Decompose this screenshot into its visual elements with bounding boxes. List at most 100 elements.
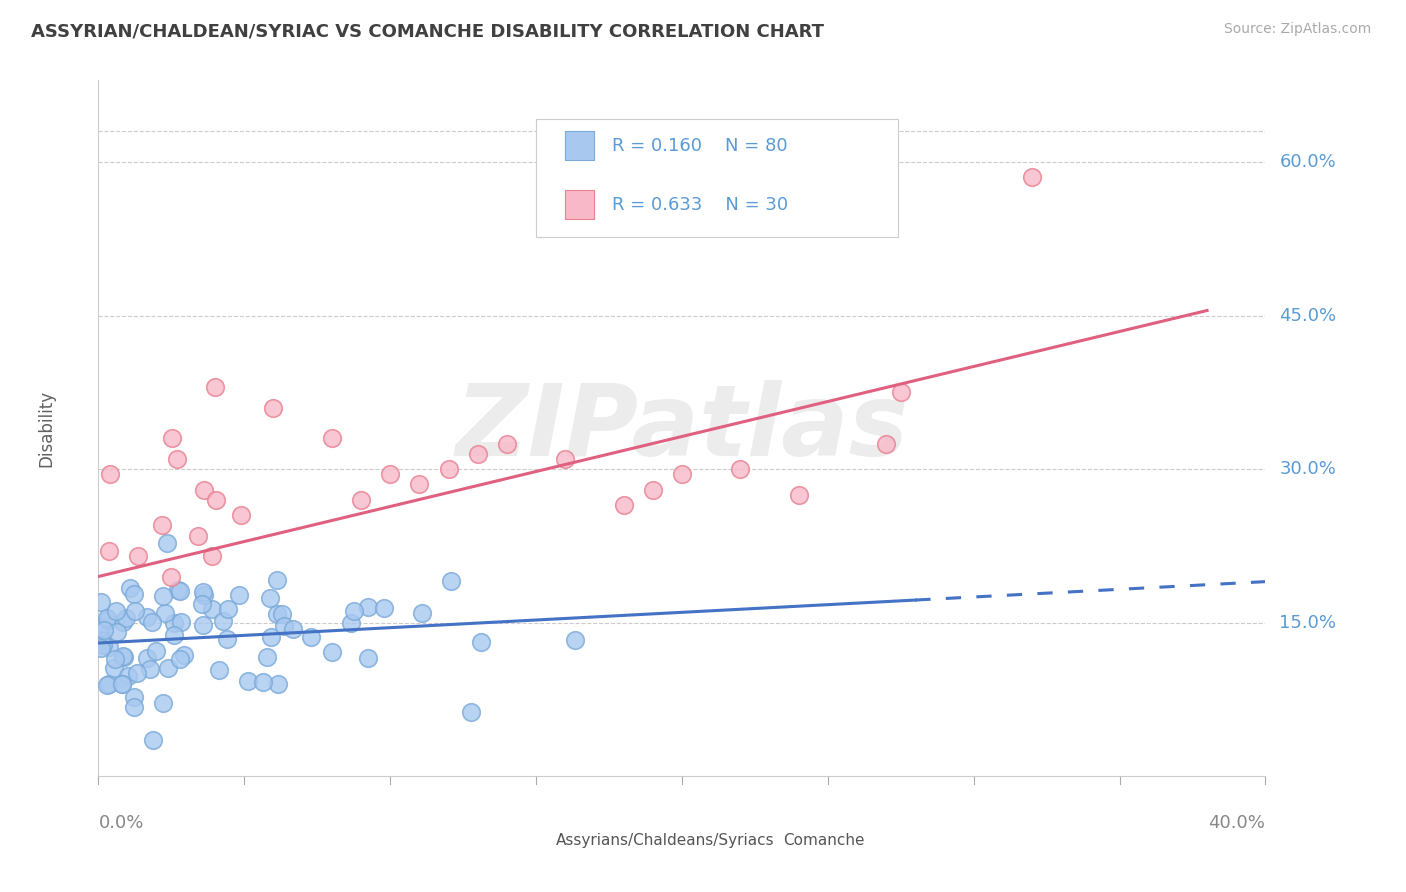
Point: [166, 451, 188, 466]
Point: [496, 436, 519, 450]
Text: Assyrians/Chaldeans/Syriacs: Assyrians/Chaldeans/Syriacs: [555, 833, 775, 848]
Text: R = 0.160    N = 80: R = 0.160 N = 80: [612, 136, 787, 154]
Point: [98, 467, 121, 482]
Point: [135, 651, 157, 665]
Point: [890, 385, 912, 400]
Point: [163, 616, 186, 631]
Point: [267, 676, 290, 690]
Point: [271, 607, 294, 621]
Point: [204, 492, 226, 507]
Point: [152, 696, 174, 710]
Text: 15.0%: 15.0%: [1279, 614, 1336, 632]
Point: [281, 622, 304, 636]
FancyBboxPatch shape: [519, 828, 548, 854]
Point: [238, 674, 260, 689]
Point: [142, 733, 165, 747]
Point: [408, 477, 430, 491]
Point: [266, 607, 288, 621]
Point: [118, 582, 141, 596]
Point: [260, 630, 283, 644]
Point: [612, 498, 634, 512]
Text: 60.0%: 60.0%: [1279, 153, 1336, 171]
Text: Disability: Disability: [37, 390, 55, 467]
Point: [554, 451, 576, 466]
Point: [460, 706, 482, 720]
Text: 0.0%: 0.0%: [98, 814, 143, 832]
Point: [160, 569, 183, 583]
Point: [564, 632, 586, 647]
Point: [875, 436, 897, 450]
Point: [173, 648, 195, 662]
Point: [256, 649, 278, 664]
Point: [641, 483, 664, 497]
Point: [228, 588, 250, 602]
Text: ZIPatlas: ZIPatlas: [456, 380, 908, 476]
Point: [373, 601, 395, 615]
Point: [145, 643, 167, 657]
Point: [215, 632, 238, 646]
Point: [266, 573, 288, 587]
Point: [122, 587, 145, 601]
Point: [169, 652, 191, 666]
Point: [139, 661, 162, 675]
Point: [201, 601, 224, 615]
Point: [191, 597, 214, 611]
Point: [127, 549, 149, 563]
Point: [90, 640, 112, 655]
Point: [321, 645, 343, 659]
Point: [105, 604, 128, 618]
Point: [208, 663, 231, 677]
Point: [350, 492, 373, 507]
Point: [141, 615, 163, 630]
Point: [91, 619, 114, 633]
Point: [90, 632, 112, 647]
Point: [97, 677, 120, 691]
Point: [229, 508, 252, 523]
Point: [437, 462, 460, 476]
Point: [90, 621, 112, 635]
Point: [150, 518, 173, 533]
Point: [111, 677, 134, 691]
Point: [193, 588, 215, 602]
Point: [339, 616, 361, 631]
Point: [321, 431, 343, 445]
Point: [97, 613, 120, 627]
Point: [117, 668, 139, 682]
Point: [96, 611, 118, 625]
Point: [103, 661, 125, 675]
Point: [343, 604, 366, 618]
FancyBboxPatch shape: [747, 828, 775, 854]
Point: [135, 609, 157, 624]
Text: R = 0.633    N = 30: R = 0.633 N = 30: [612, 196, 787, 214]
FancyBboxPatch shape: [565, 190, 595, 219]
Text: Source: ZipAtlas.com: Source: ZipAtlas.com: [1223, 22, 1371, 37]
Point: [193, 618, 215, 632]
Point: [91, 638, 114, 652]
Text: ASSYRIAN/CHALDEAN/SYRIAC VS COMANCHE DISABILITY CORRELATION CHART: ASSYRIAN/CHALDEAN/SYRIAC VS COMANCHE DIS…: [31, 22, 824, 40]
Point: [262, 401, 284, 415]
Point: [411, 607, 433, 621]
Point: [259, 591, 281, 605]
Point: [97, 544, 120, 558]
Point: [470, 635, 492, 649]
Point: [191, 585, 214, 599]
Point: [124, 690, 146, 704]
Point: [112, 650, 135, 665]
FancyBboxPatch shape: [536, 119, 898, 236]
Text: Comanche: Comanche: [783, 833, 865, 848]
Point: [111, 648, 134, 663]
Point: [440, 574, 463, 589]
Point: [105, 625, 128, 640]
Point: [152, 589, 174, 603]
Point: [124, 604, 146, 618]
Point: [167, 583, 190, 598]
Point: [467, 447, 489, 461]
Point: [96, 678, 118, 692]
Point: [730, 462, 752, 476]
Point: [160, 431, 183, 445]
Point: [169, 583, 191, 598]
FancyBboxPatch shape: [565, 131, 595, 161]
Point: [787, 488, 810, 502]
Point: [299, 631, 322, 645]
Point: [273, 619, 295, 633]
